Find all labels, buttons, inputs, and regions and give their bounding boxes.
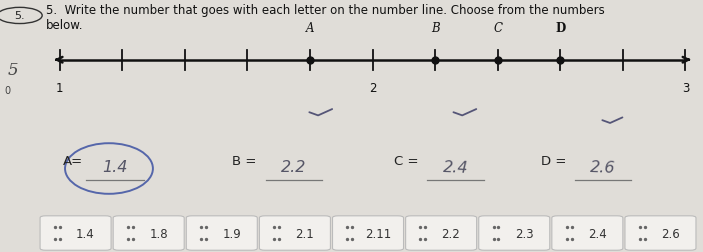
FancyBboxPatch shape bbox=[625, 216, 696, 250]
Text: 1.4: 1.4 bbox=[103, 159, 128, 175]
Text: C =: C = bbox=[394, 155, 418, 168]
FancyBboxPatch shape bbox=[40, 216, 111, 250]
Text: 0: 0 bbox=[4, 86, 10, 96]
Text: D =: D = bbox=[541, 155, 567, 168]
Text: 2.6: 2.6 bbox=[591, 159, 616, 174]
Text: 1.4: 1.4 bbox=[76, 227, 95, 240]
Text: B =: B = bbox=[232, 155, 257, 168]
Text: C: C bbox=[494, 22, 502, 35]
FancyBboxPatch shape bbox=[479, 216, 550, 250]
Text: A=: A= bbox=[63, 155, 84, 168]
Text: 1.8: 1.8 bbox=[149, 227, 168, 240]
FancyBboxPatch shape bbox=[259, 216, 330, 250]
Text: 5.: 5. bbox=[14, 11, 25, 21]
Text: 5.  Write the number that goes with each letter on the number line. Choose from : 5. Write the number that goes with each … bbox=[46, 4, 605, 17]
Text: 1: 1 bbox=[56, 82, 63, 95]
Text: 2.2: 2.2 bbox=[441, 227, 460, 240]
FancyBboxPatch shape bbox=[333, 216, 404, 250]
Text: 2: 2 bbox=[369, 82, 376, 95]
Text: B: B bbox=[431, 22, 439, 35]
Text: 2.4: 2.4 bbox=[443, 159, 468, 174]
Text: 2.1: 2.1 bbox=[295, 227, 314, 240]
FancyBboxPatch shape bbox=[186, 216, 257, 250]
Text: 2.11: 2.11 bbox=[365, 227, 391, 240]
Text: 2.4: 2.4 bbox=[588, 227, 607, 240]
Text: below.: below. bbox=[46, 19, 83, 32]
Text: 5: 5 bbox=[7, 62, 18, 79]
FancyBboxPatch shape bbox=[113, 216, 184, 250]
FancyBboxPatch shape bbox=[406, 216, 477, 250]
Text: D: D bbox=[555, 22, 565, 35]
Text: 2.2: 2.2 bbox=[281, 159, 307, 175]
Text: 1.9: 1.9 bbox=[222, 227, 241, 240]
Text: 2.6: 2.6 bbox=[661, 227, 680, 240]
Text: A: A bbox=[306, 22, 314, 35]
FancyBboxPatch shape bbox=[552, 216, 623, 250]
Text: 3: 3 bbox=[682, 82, 689, 95]
Text: 2.3: 2.3 bbox=[515, 227, 534, 240]
